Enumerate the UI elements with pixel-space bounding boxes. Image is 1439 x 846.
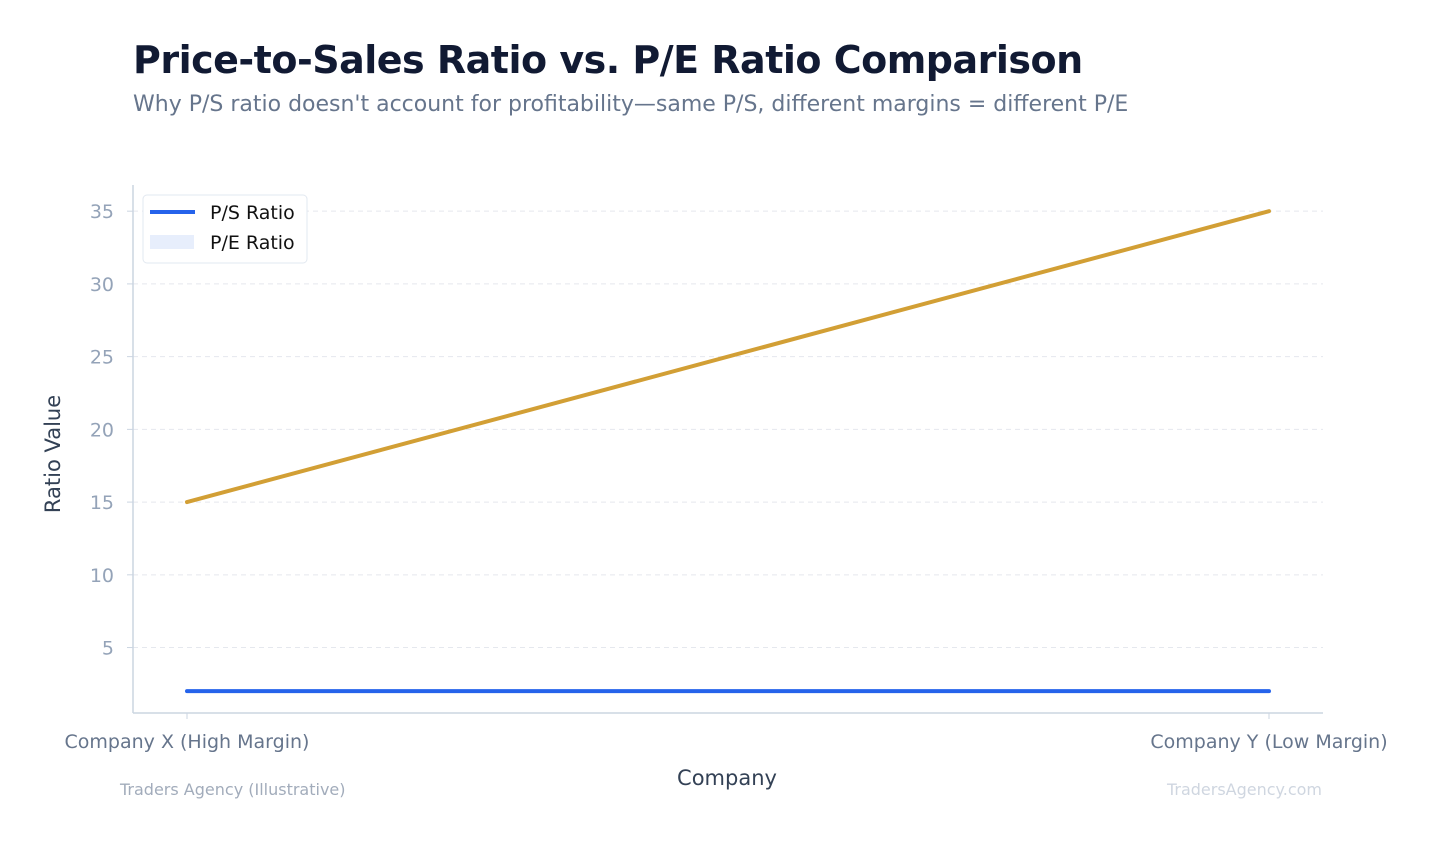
series-line-p-e-ratio: [185, 209, 1271, 505]
y-tick-label: 35: [90, 201, 114, 223]
series-lines: [185, 209, 1271, 694]
x-tick-labels: Company X (High Margin) Company Y (Low Ma…: [65, 713, 1388, 753]
y-tick-label: 30: [90, 274, 114, 296]
source-note: Traders Agency (Illustrative): [120, 780, 346, 799]
x-axis-title: Company: [677, 766, 777, 790]
y-tick-label: 15: [90, 492, 114, 514]
axes: [132, 185, 1323, 714]
y-axis-title: Ratio Value: [41, 395, 65, 513]
y-tick-label: 5: [102, 638, 114, 660]
chart-subtitle: Why P/S ratio doesn't account for profit…: [133, 92, 1129, 117]
legend-swatch-pe: [150, 235, 194, 249]
legend[interactable]: P/S Ratio P/E Ratio: [142, 194, 308, 264]
x-tick-label: Company Y (Low Margin): [1150, 731, 1387, 753]
y-tick-label: 10: [90, 565, 114, 587]
gridlines: [133, 210, 1323, 649]
y-tick-label: 20: [90, 419, 114, 441]
y-tick-labels: 5 10 15 20 25 30 35: [90, 201, 133, 660]
legend-label-pe: P/E Ratio: [210, 232, 295, 254]
brand-watermark: TradersAgency.com: [1166, 780, 1322, 799]
x-tick-label: Company X (High Margin): [65, 731, 310, 753]
y-tick-label: 25: [90, 347, 114, 369]
legend-label-ps: P/S Ratio: [210, 202, 295, 224]
chart-title: Price-to-Sales Ratio vs. P/E Ratio Compa…: [133, 38, 1083, 82]
